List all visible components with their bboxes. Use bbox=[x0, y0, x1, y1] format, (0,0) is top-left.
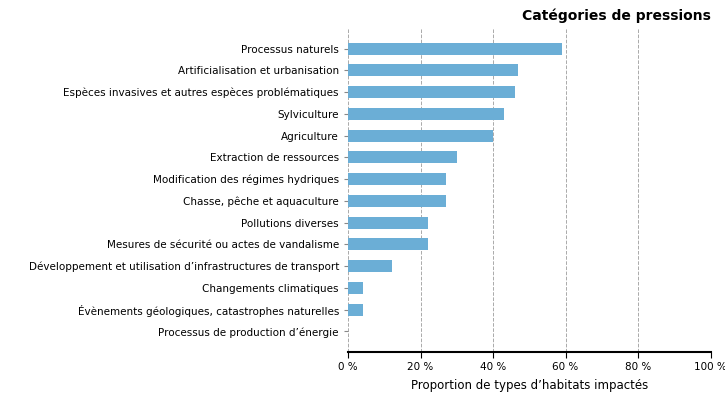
Bar bbox=[348, 260, 392, 272]
Bar bbox=[348, 64, 518, 76]
Bar bbox=[348, 195, 446, 207]
Bar bbox=[348, 108, 504, 120]
Bar bbox=[348, 86, 515, 98]
Bar bbox=[348, 130, 493, 142]
Bar bbox=[348, 43, 562, 55]
Bar bbox=[348, 282, 362, 294]
Bar bbox=[348, 173, 446, 185]
Bar bbox=[348, 238, 428, 250]
Bar bbox=[348, 304, 362, 316]
Bar bbox=[348, 217, 428, 228]
X-axis label: Proportion de types d’habitats impactés: Proportion de types d’habitats impactés bbox=[410, 379, 648, 392]
Text: Catégories de pressions: Catégories de pressions bbox=[521, 8, 710, 23]
Bar bbox=[348, 152, 457, 163]
